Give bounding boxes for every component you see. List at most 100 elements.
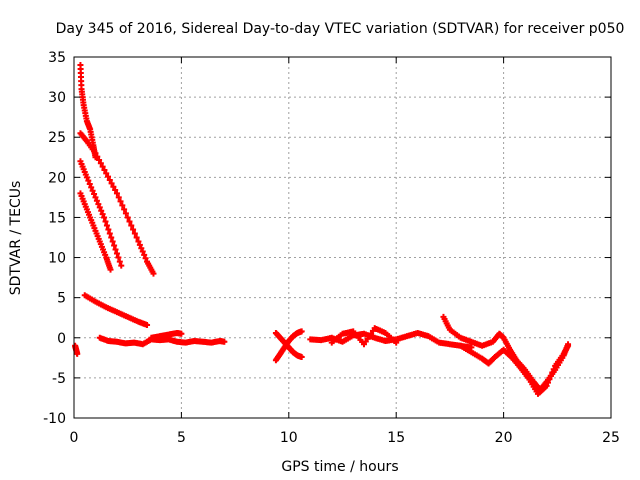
data-point-interp — [115, 254, 122, 261]
data-point-interp — [126, 218, 133, 225]
data-point-interp — [102, 218, 109, 225]
data-point-interp — [130, 226, 137, 233]
data-point-interp — [90, 297, 97, 304]
data-point-interp — [108, 234, 115, 241]
x-tick-label: 10 — [280, 430, 298, 446]
data-point-interp — [466, 338, 473, 345]
data-point-interp — [142, 321, 149, 328]
data-point-interp — [117, 198, 124, 205]
axis-ticks: 0 5 10 15 20 25 -10 -5 0 5 10 15 20 25 30 35 — [43, 50, 620, 446]
data-point-interp — [106, 264, 113, 271]
series-mid-zero-b — [328, 325, 400, 348]
data-point-interp — [86, 181, 93, 188]
data-point-interp — [524, 374, 531, 381]
data-point-interp — [445, 324, 452, 331]
series-arc-22-start — [77, 158, 125, 269]
data-point-interp — [369, 327, 376, 334]
data-point-interp — [139, 248, 146, 255]
grid-lines — [74, 57, 611, 418]
x-tick-label: 15 — [387, 430, 405, 446]
series-arc-18-start — [77, 190, 114, 273]
data-point-interp — [141, 251, 148, 258]
data-point-interp — [128, 222, 135, 229]
data-point-interp — [89, 187, 96, 194]
data-point-interp — [133, 317, 140, 324]
data-point-interp — [220, 338, 227, 345]
series-arc-5-decline — [81, 292, 151, 328]
data-point-interp — [96, 156, 103, 163]
data-point — [135, 238, 142, 245]
y-axis-label: SDTVAR / TECUs — [8, 181, 24, 296]
data-point-interp — [82, 136, 89, 143]
data-point-interp — [337, 332, 344, 339]
data-point-interp — [131, 230, 138, 237]
y-tick-label: 0 — [57, 331, 66, 347]
data-points — [72, 62, 572, 397]
data-point-interp — [88, 184, 95, 191]
data-point — [113, 190, 120, 197]
data-point-interp — [102, 251, 109, 258]
data-point-interp — [550, 366, 557, 373]
data-point-interp — [564, 344, 571, 351]
data-point-interp — [80, 99, 87, 106]
data-point-interp — [106, 230, 113, 237]
data-point-interp — [82, 171, 89, 178]
data-point-interp — [136, 241, 143, 248]
data-point-interp — [138, 245, 145, 252]
data-point-interp — [149, 268, 156, 275]
data-point-interp — [122, 313, 129, 320]
data-point-interp — [348, 328, 355, 335]
data-point-interp — [115, 194, 122, 201]
y-tick-label: 35 — [48, 50, 66, 66]
data-point-interp — [74, 350, 81, 357]
series-early-near-zero — [96, 334, 228, 348]
plot-frame — [73, 56, 612, 419]
data-point-interp — [94, 153, 101, 160]
y-tick-label: 5 — [57, 291, 66, 307]
data-point-interp — [119, 202, 126, 209]
data-point-interp — [83, 115, 90, 122]
data-point-interp — [98, 207, 105, 214]
x-tick-label: 5 — [177, 430, 186, 446]
data-point-interp — [106, 177, 113, 184]
data-point-interp — [142, 255, 149, 262]
data-point-interp — [112, 187, 119, 194]
data-point-interp — [82, 203, 89, 210]
data-point-interp — [89, 219, 96, 226]
y-tick-label: 25 — [48, 130, 66, 146]
data-point-interp — [97, 160, 104, 167]
data-point-interp — [546, 376, 553, 383]
data-point-interp — [95, 201, 102, 208]
data-point — [101, 214, 108, 221]
data-point-interp — [108, 180, 115, 187]
data-point-interp — [112, 308, 119, 315]
data-point-interp — [466, 348, 473, 355]
data-point-interp — [559, 352, 566, 359]
data-point-interp — [91, 191, 98, 198]
data-point-interp — [297, 353, 304, 360]
x-tick-label: 25 — [602, 430, 620, 446]
chart-title: Day 345 of 2016, Sidereal Day-to-day VTE… — [56, 21, 625, 37]
data-point — [103, 170, 110, 177]
data-point-interp — [116, 258, 123, 265]
y-tick-label: -5 — [52, 371, 66, 387]
y-tick-label: -10 — [43, 411, 66, 427]
data-point-interp — [91, 148, 98, 155]
data-point-interp — [103, 222, 110, 229]
data-point-interp — [455, 333, 462, 340]
x-axis-label: GPS time / hours — [281, 459, 398, 475]
data-point-interp — [78, 82, 85, 89]
data-point-interp — [101, 303, 108, 310]
y-tick-label: 20 — [48, 170, 66, 186]
data-point-interp — [105, 226, 112, 233]
data-point — [109, 238, 116, 245]
data-point-interp — [85, 177, 92, 184]
series-mid-x-b — [272, 329, 305, 361]
data-point-interp — [133, 234, 140, 241]
data-point-interp — [110, 183, 117, 190]
data-point-interp — [549, 369, 556, 376]
data-point — [118, 262, 125, 269]
data-point-interp — [177, 330, 184, 337]
data-point-interp — [95, 235, 102, 242]
